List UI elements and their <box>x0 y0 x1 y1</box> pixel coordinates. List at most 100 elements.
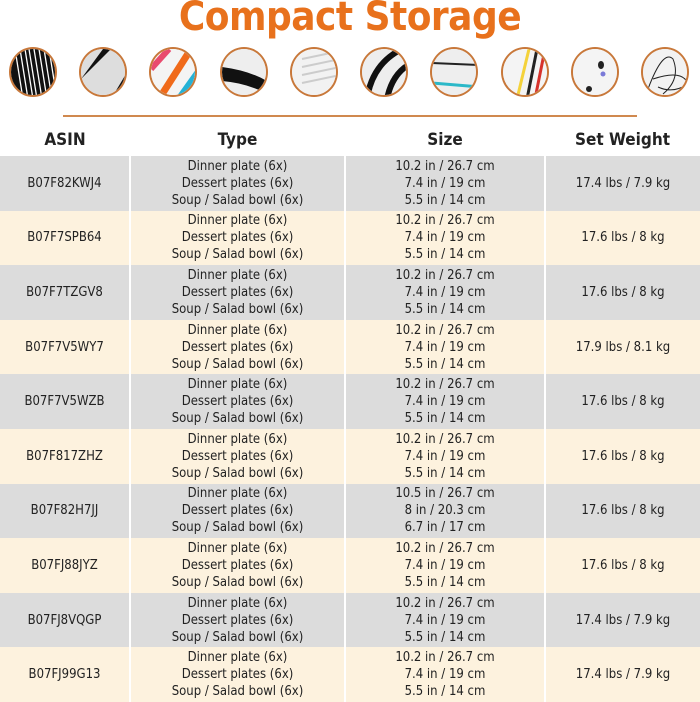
size-line: 10.2 in / 26.7 cm <box>395 158 495 174</box>
type-line: Dessert plates (6x) <box>181 503 294 519</box>
size-line: 5.5 in / 14 cm <box>404 247 486 263</box>
size-line: 8 in / 20.3 cm <box>404 503 486 519</box>
type-cell: Dinner plate (6x) Dessert plates (6x) Soup… <box>129 374 345 429</box>
weight-cell: 17.4 lbs / 7.9 kg <box>544 647 700 702</box>
size-cell: 10.2 in / 26.7 cm 7.4 in / 19 cm 5.5 in / … <box>344 210 545 266</box>
type-line: Dinner plate (6x) <box>187 377 288 393</box>
type-line: Soup / Salad bowl (6x) <box>171 192 304 208</box>
asin-cell: B07F7V5WY7 <box>0 319 130 375</box>
size-line: 10.2 in / 26.7 cm <box>395 213 495 229</box>
header-weight: Set Weight <box>574 130 671 150</box>
type-line: Dinner plate (6x) <box>187 595 288 611</box>
swatch-pink-orange-blue-stripes <box>149 47 198 97</box>
type-cell: Dinner plate (6x) Dessert plates (6x) Soup… <box>129 319 345 375</box>
size-line: 7.4 in / 19 cm <box>404 448 486 464</box>
weight-cell: 17.6 lbs / 8 kg <box>544 428 700 484</box>
size-line: 7.4 in / 19 cm <box>404 667 486 683</box>
type-cell: Dinner plate (6x) Dessert plates (6x) Soup… <box>129 647 345 702</box>
size-line: 5.5 in / 14 cm <box>404 629 486 645</box>
type-line: Dessert plates (6x) <box>181 394 294 410</box>
type-line: Dessert plates (6x) <box>181 284 294 300</box>
product-table: ASIN Type Size Set Weight B07F82KWJ4 Din… <box>0 124 700 702</box>
header-size: Size <box>427 130 463 150</box>
swatch-black-white-stripes <box>9 47 57 97</box>
table-row: B07F82KWJ4 Dinner plate (6x) Dessert plat… <box>0 156 700 211</box>
size-line: 5.5 in / 14 cm <box>404 192 486 208</box>
swatch-black-arcs <box>360 47 409 97</box>
table-row: B07F7SPB64 Dinner plate (6x) Dessert plat… <box>0 210 700 266</box>
size-cell: 10.2 in / 26.7 cm 7.4 in / 19 cm 5.5 in / … <box>344 592 545 648</box>
size-line: 7.4 in / 19 cm <box>404 230 486 246</box>
type-line: Dessert plates (6x) <box>181 557 294 573</box>
type-cell: Dinner plate (6x) Dessert plates (6x) Soup… <box>129 265 345 320</box>
swatch-teal-lines <box>430 47 479 97</box>
size-line: 10.5 in / 26.7 cm <box>395 486 495 502</box>
type-line: Soup / Salad bowl (6x) <box>171 684 304 700</box>
table-row: B07FJ99G13 Dinner plate (6x) Dessert plat… <box>0 647 700 702</box>
weight-cell: 17.6 lbs / 8 kg <box>544 483 700 539</box>
size-line: 6.7 in / 17 cm <box>404 520 486 536</box>
type-line: Dessert plates (6x) <box>181 448 294 464</box>
swatch-black-band <box>219 47 268 97</box>
type-line: Dinner plate (6x) <box>187 486 288 502</box>
type-line: Soup / Salad bowl (6x) <box>171 247 304 263</box>
size-line: 10.2 in / 26.7 cm <box>395 595 495 611</box>
type-line: Dinner plate (6x) <box>187 213 288 229</box>
pattern-swatches <box>9 47 689 97</box>
weight-cell: 17.6 lbs / 8 kg <box>544 538 700 593</box>
divider <box>63 115 637 117</box>
type-line: Dinner plate (6x) <box>187 650 288 666</box>
size-cell: 10.2 in / 26.7 cm 7.4 in / 19 cm 5.5 in / … <box>344 538 545 593</box>
type-cell: Dinner plate (6x) Dessert plates (6x) Soup… <box>129 428 345 484</box>
type-line: Dinner plate (6x) <box>187 540 288 556</box>
weight-cell: 17.4 lbs / 7.9 kg <box>544 156 700 211</box>
size-cell: 10.2 in / 26.7 cm 7.4 in / 19 cm 5.5 in / … <box>344 428 545 484</box>
type-line: Soup / Salad bowl (6x) <box>171 574 304 590</box>
type-line: Soup / Salad bowl (6x) <box>171 301 304 317</box>
asin-cell: B07F817ZHZ <box>0 428 130 484</box>
swatch-yellow-black-red-stripes <box>500 47 549 97</box>
type-cell: Dinner plate (6x) Dessert plates (6x) Soup… <box>129 156 345 211</box>
type-line: Dessert plates (6x) <box>181 612 294 628</box>
type-line: Soup / Salad bowl (6x) <box>171 465 304 481</box>
size-line: 5.5 in / 14 cm <box>404 465 486 481</box>
swatch-black-triangles <box>79 47 128 97</box>
asin-cell: B07F82H7JJ <box>0 483 130 539</box>
type-line: Dessert plates (6x) <box>181 230 294 246</box>
header-asin: ASIN <box>44 130 86 150</box>
asin-cell: B07F82KWJ4 <box>0 156 130 211</box>
size-line: 10.2 in / 26.7 cm <box>395 431 495 447</box>
swatch-dots <box>570 47 619 97</box>
type-line: Dessert plates (6x) <box>181 667 294 683</box>
type-cell: Dinner plate (6x) Dessert plates (6x) Soup… <box>129 592 345 648</box>
asin-cell: B07FJ8VQGP <box>0 592 130 648</box>
type-cell: Dinner plate (6x) Dessert plates (6x) Soup… <box>129 210 345 266</box>
size-cell: 10.5 in / 26.7 cm 8 in / 20.3 cm 6.7 in / … <box>344 483 545 539</box>
table-row: B07F7TZGV8 Dinner plate (6x) Dessert plat… <box>0 265 700 320</box>
type-line: Dessert plates (6x) <box>181 339 294 355</box>
asin-cell: B07F7V5WZB <box>0 374 130 429</box>
type-line: Dinner plate (6x) <box>187 267 288 283</box>
size-cell: 10.2 in / 26.7 cm 7.4 in / 19 cm 5.5 in / … <box>344 265 545 320</box>
size-line: 7.4 in / 19 cm <box>404 612 486 628</box>
type-line: Dessert plates (6x) <box>181 175 294 191</box>
page-title: Compact Storage <box>178 0 522 40</box>
type-cell: Dinner plate (6x) Dessert plates (6x) Soup… <box>129 538 345 593</box>
table-row: B07FJ8VQGP Dinner plate (6x) Dessert plat… <box>0 592 700 648</box>
size-line: 7.4 in / 19 cm <box>404 284 486 300</box>
type-line: Soup / Salad bowl (6x) <box>171 520 304 536</box>
type-line: Dinner plate (6x) <box>187 158 288 174</box>
size-line: 5.5 in / 14 cm <box>404 684 486 700</box>
size-line: 10.2 in / 26.7 cm <box>395 650 495 666</box>
size-line: 10.2 in / 26.7 cm <box>395 540 495 556</box>
type-line: Soup / Salad bowl (6x) <box>171 629 304 645</box>
size-line: 5.5 in / 14 cm <box>404 356 486 372</box>
size-line: 7.4 in / 19 cm <box>404 175 486 191</box>
weight-cell: 17.6 lbs / 8 kg <box>544 265 700 320</box>
size-line: 5.5 in / 14 cm <box>404 301 486 317</box>
type-cell: Dinner plate (6x) Dessert plates (6x) Soup… <box>129 483 345 539</box>
type-line: Dinner plate (6x) <box>187 431 288 447</box>
size-line: 7.4 in / 19 cm <box>404 339 486 355</box>
size-cell: 10.2 in / 26.7 cm 7.4 in / 19 cm 5.5 in / … <box>344 156 545 211</box>
asin-cell: B07FJ99G13 <box>0 647 130 702</box>
